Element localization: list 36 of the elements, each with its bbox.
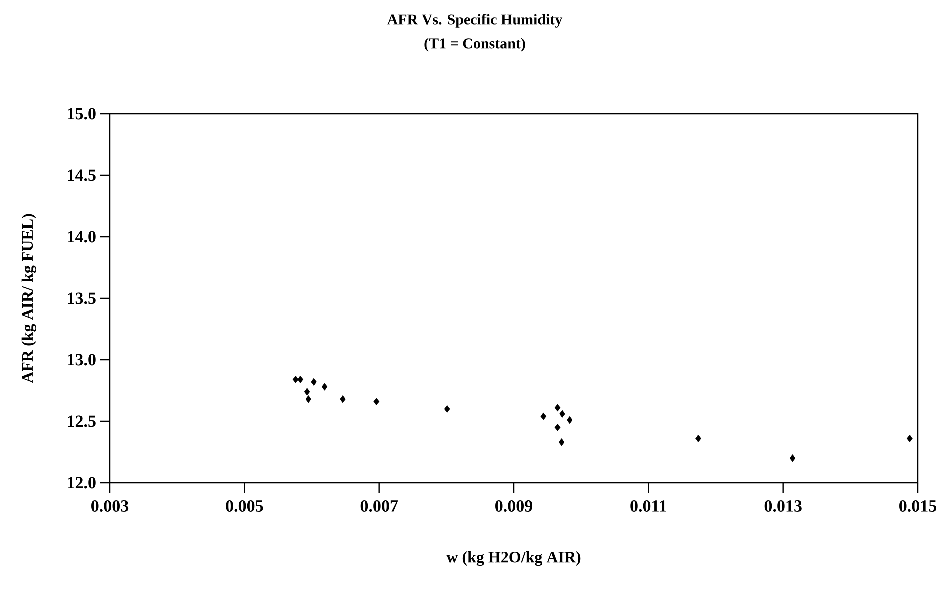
y-tick-label: 14.0 [68, 231, 96, 243]
y-tick-label: 15.0 [68, 108, 96, 120]
point [554, 424, 561, 432]
x-tick-label: 0.009 [496, 500, 533, 512]
point [558, 438, 565, 446]
y-tick-label: 12.5 [68, 416, 96, 428]
point [444, 405, 450, 413]
x-tick-label: 0.003 [92, 500, 129, 512]
x-tick-label: 0.007 [360, 500, 398, 512]
point [292, 376, 299, 384]
y-tick-label: 12.0 [68, 477, 96, 489]
point [322, 383, 328, 391]
point [311, 378, 317, 386]
point [340, 396, 346, 404]
point [540, 412, 547, 420]
x-axis-title: w (kg H2O/kg AIR) [446, 552, 581, 566]
point [304, 388, 310, 396]
point [907, 434, 913, 443]
y-tick-label: 13.0 [68, 354, 96, 366]
point [306, 396, 312, 404]
chart-subtitle: (T1 = Constant) [424, 38, 526, 52]
point [560, 410, 566, 418]
y-tick-label: 14.5 [68, 170, 96, 182]
point [554, 404, 561, 412]
point [696, 434, 702, 443]
x-tick-label: 0.013 [764, 500, 802, 512]
y-axis-title: AFR (kg AIR/ kg FUEL) [22, 214, 36, 384]
point [790, 454, 796, 462]
x-tick-label: 0.015 [900, 500, 937, 512]
chart-title: AFR Vs. Specific Humidity [387, 14, 563, 28]
x-tick-label: 0.011 [630, 500, 666, 512]
x-tick-label: 0.005 [226, 500, 264, 512]
point [566, 416, 573, 424]
y-tick-label: 13.5 [68, 292, 96, 304]
point [298, 376, 304, 384]
point [374, 398, 380, 406]
